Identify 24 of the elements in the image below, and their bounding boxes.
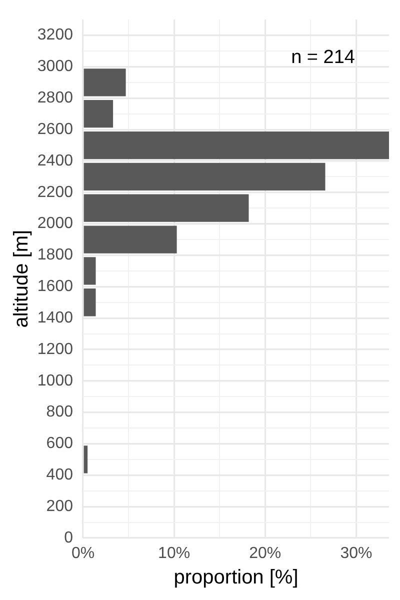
y-tick-label: 1800 [37,246,74,264]
y-tick-label: 200 [46,498,74,515]
x-tick-label: 30% [340,545,372,562]
x-tick-label: 0% [71,545,95,562]
y-tick-label: 1000 [37,372,74,390]
y-tick-label: 2800 [37,90,74,107]
y-tick-label: 3000 [37,58,74,76]
y-tick-label: 3200 [37,26,74,44]
y-tick-label: 1400 [37,309,74,326]
y-tick-label: 1600 [37,278,74,296]
annotation: n = 214 [291,46,356,68]
y-tick-label: 800 [46,404,74,421]
y-tick-label: 0 [64,529,74,546]
y-tick-label: 600 [46,435,74,452]
y-tick-label: 2600 [37,120,74,138]
x-axis-title: proportion [%] [174,566,298,589]
y-tick-label: 400 [46,466,74,484]
y-tick-label: 2000 [37,215,74,232]
x-tick-label: 20% [249,545,282,562]
y-tick-label: 1200 [37,340,74,358]
x-tick-label: 10% [158,545,190,562]
y-tick-label: 2400 [37,152,74,170]
y-axis-title: altitude [m] [10,230,33,328]
y-tick-label: 2200 [37,184,74,201]
